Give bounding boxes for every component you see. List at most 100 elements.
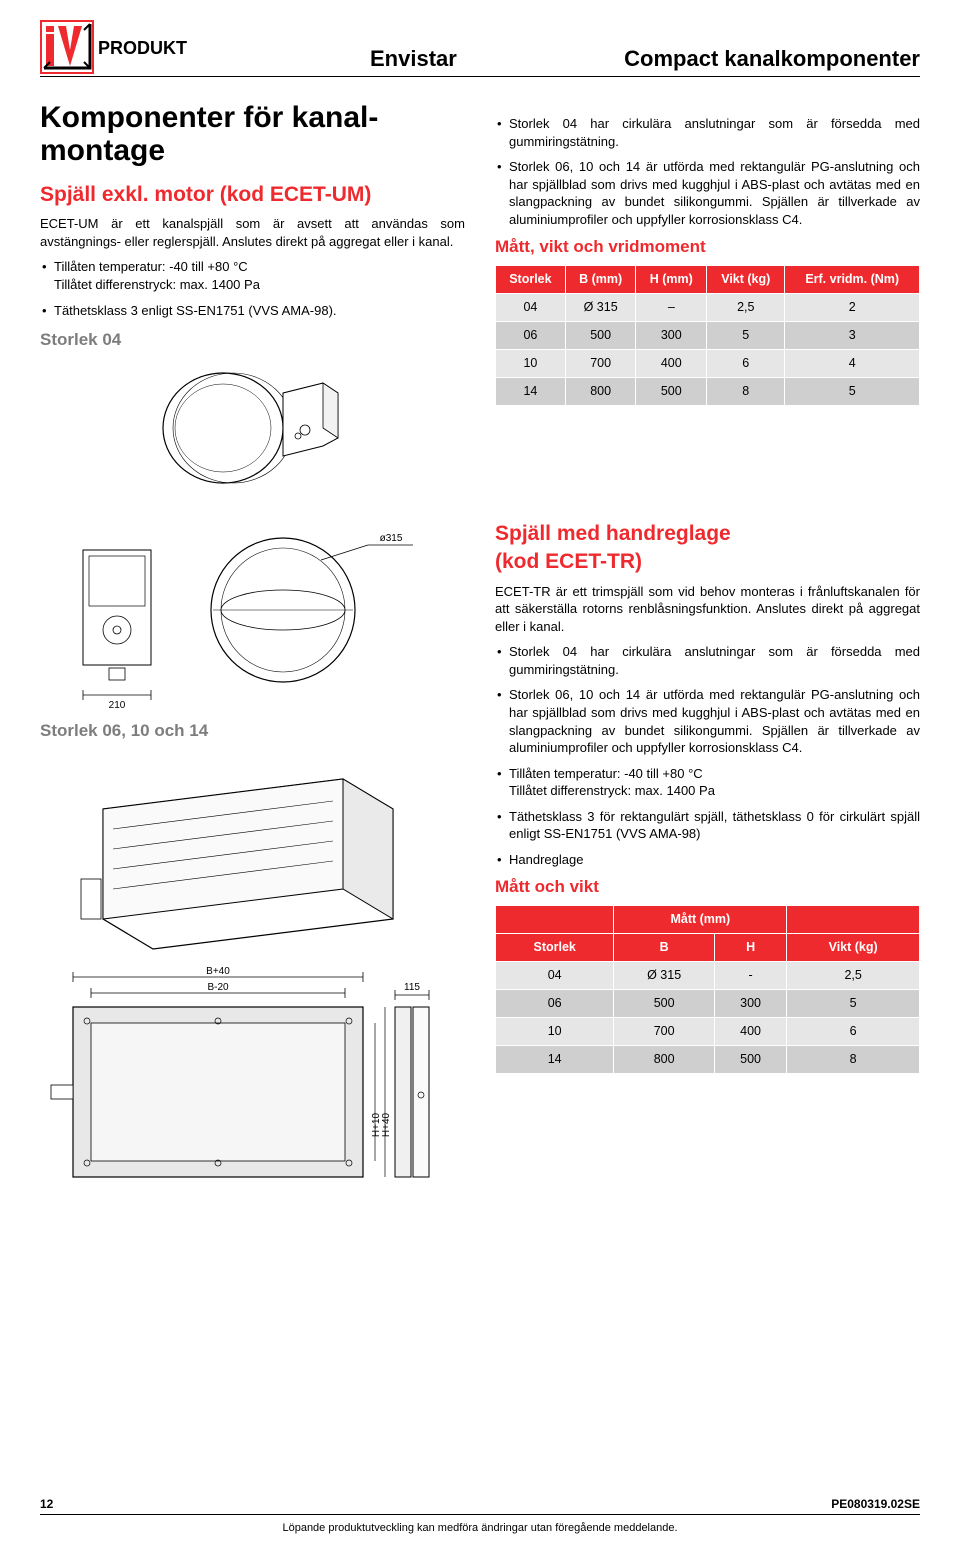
cell: 3 — [785, 321, 920, 349]
bullet: Storlek 06, 10 och 14 är utförda med rek… — [495, 158, 920, 228]
table-mvt: Storlek B (mm) H (mm) Vikt (kg) Erf. vri… — [495, 265, 920, 405]
table-row: 107004006 — [496, 1017, 920, 1045]
diagram-rect-iso — [40, 749, 465, 959]
table2-heading: Mått och vikt — [495, 876, 920, 899]
cell: 8 — [787, 1045, 920, 1073]
th-empty — [496, 906, 614, 934]
section1-intro: ECET-UM är ett kanalspjäll som är avsett… — [40, 215, 465, 250]
cell: 14 — [496, 377, 566, 405]
cell: 06 — [496, 989, 614, 1017]
cell: 500 — [636, 377, 707, 405]
th: Vikt (kg) — [787, 934, 920, 962]
table-row: 0650030053 — [496, 321, 920, 349]
cell: 5 — [707, 321, 785, 349]
footer-top: 12 PE080319.02SE — [40, 1496, 920, 1515]
table1-heading: Mått, vikt och vridmoment — [495, 236, 920, 259]
table-row: 1480050085 — [496, 377, 920, 405]
diagram-storlek04-front-side: 210 ø315 — [40, 520, 465, 710]
cell: 700 — [565, 349, 636, 377]
cell: 2 — [785, 294, 920, 322]
table-row: 04Ø 315–2,52 — [496, 294, 920, 322]
dim-h40: H+40 — [381, 1112, 392, 1137]
cell: – — [636, 294, 707, 322]
section1-sub0614: Storlek 06, 10 och 14 — [40, 720, 465, 743]
th: Storlek — [496, 934, 614, 962]
right-top-bullets: Storlek 04 har cirkulära anslutningar so… — [495, 115, 920, 228]
dim-o315: ø315 — [379, 533, 402, 544]
cell: 700 — [614, 1017, 715, 1045]
cell: 5 — [785, 377, 920, 405]
cell: 04 — [496, 962, 614, 990]
svg-text:PRODUKT: PRODUKT — [98, 38, 187, 58]
bullet: Storlek 06, 10 och 14 är utförda med rek… — [495, 686, 920, 756]
th: H (mm) — [636, 266, 707, 294]
cell: 06 — [496, 321, 566, 349]
bullet: Täthetsklass 3 för rektangulärt spjäll, … — [495, 808, 920, 843]
header-title-right: Compact kanalkomponenter — [624, 44, 920, 74]
cell: - — [714, 962, 786, 990]
cell: 500 — [714, 1045, 786, 1073]
th: Erf. vridm. (Nm) — [785, 266, 920, 294]
cell: 300 — [714, 989, 786, 1017]
th: B (mm) — [565, 266, 636, 294]
doc-code: PE080319.02SE — [831, 1496, 920, 1512]
table-mv: Mått (mm) Storlek B H Vikt (kg) 04Ø 315-… — [495, 905, 920, 1073]
top-section: Komponenter för kanal-montage Spjäll exk… — [40, 77, 920, 504]
cell: 500 — [614, 989, 715, 1017]
cell: 4 — [785, 349, 920, 377]
right-column-section2: Spjäll med handreglage (kod ECET-TR) ECE… — [495, 514, 920, 1201]
cell: 14 — [496, 1045, 614, 1073]
th: H — [714, 934, 786, 962]
cell: 6 — [787, 1017, 920, 1045]
left-column-diagrams: 210 ø315 Storlek 06, 10 och 14 — [40, 514, 465, 1201]
cell: 8 — [707, 377, 785, 405]
section2-intro: ECET-TR är ett trimspjäll som vid behov … — [495, 583, 920, 636]
header: PRODUKT Envistar Compact kanalkomponente… — [40, 20, 920, 77]
left-column: Komponenter för kanal-montage Spjäll exk… — [40, 77, 465, 504]
section2-heading-l2: (kod ECET-TR) — [495, 550, 642, 573]
header-titles: Envistar Compact kanalkomponenter — [190, 20, 920, 74]
logo: PRODUKT — [40, 20, 190, 74]
section2-bullets: Storlek 04 har cirkulära anslutningar so… — [495, 643, 920, 868]
page: PRODUKT Envistar Compact kanalkomponente… — [0, 0, 960, 1550]
bullet: Tillåten temperatur: -40 till +80 °CTill… — [495, 765, 920, 800]
table-row: 1070040064 — [496, 349, 920, 377]
cell: 10 — [496, 1017, 614, 1045]
table1-body: 04Ø 315–2,520650030053107004006414800500… — [496, 294, 920, 406]
cell: Ø 315 — [565, 294, 636, 322]
footer-note: Löpande produktutveckling kan medföra än… — [40, 1521, 920, 1536]
th-empty — [787, 906, 920, 934]
table-row: 04Ø 315-2,5 — [496, 962, 920, 990]
page-number: 12 — [40, 1496, 53, 1512]
table-row: 065003005 — [496, 989, 920, 1017]
page-title: Komponenter för kanal-montage — [40, 101, 465, 167]
bullet: Täthetsklass 3 enligt SS-EN1751 (VVS AMA… — [40, 302, 465, 320]
cell: 800 — [614, 1045, 715, 1073]
cell: 5 — [787, 989, 920, 1017]
cell: 300 — [636, 321, 707, 349]
section1-sub04: Storlek 04 — [40, 329, 465, 352]
dim-b20: B-20 — [207, 982, 229, 993]
header-title-left: Envistar — [370, 44, 457, 74]
cell: 800 — [565, 377, 636, 405]
th: Vikt (kg) — [707, 266, 785, 294]
section2-heading-l1: Spjäll med handreglage — [495, 522, 731, 545]
cell: 400 — [636, 349, 707, 377]
th: Storlek — [496, 266, 566, 294]
section2-heading: Spjäll med handreglage (kod ECET-TR) — [495, 520, 920, 577]
th: B — [614, 934, 715, 962]
dim-115: 115 — [404, 982, 420, 993]
cell: 6 — [707, 349, 785, 377]
section1-bullets: Tillåten temperatur: -40 till +80 °CTill… — [40, 258, 465, 319]
cell: 2,5 — [707, 294, 785, 322]
diagram-rect-plan: B+40 B-20 — [40, 965, 465, 1195]
th-group: Mått (mm) — [614, 906, 787, 934]
footer: 12 PE080319.02SE Löpande produktutveckli… — [40, 1496, 920, 1536]
bottom-section: 210 ø315 Storlek 06, 10 och 14 — [40, 514, 920, 1201]
table-row: 148005008 — [496, 1045, 920, 1073]
cell: 10 — [496, 349, 566, 377]
bullet: Storlek 04 har cirkulära anslutningar so… — [495, 115, 920, 150]
bullet: Tillåten temperatur: -40 till +80 °CTill… — [40, 258, 465, 293]
right-column: Storlek 04 har cirkulära anslutningar so… — [495, 77, 920, 504]
section1-heading: Spjäll exkl. motor (kod ECET-UM) — [40, 181, 465, 209]
